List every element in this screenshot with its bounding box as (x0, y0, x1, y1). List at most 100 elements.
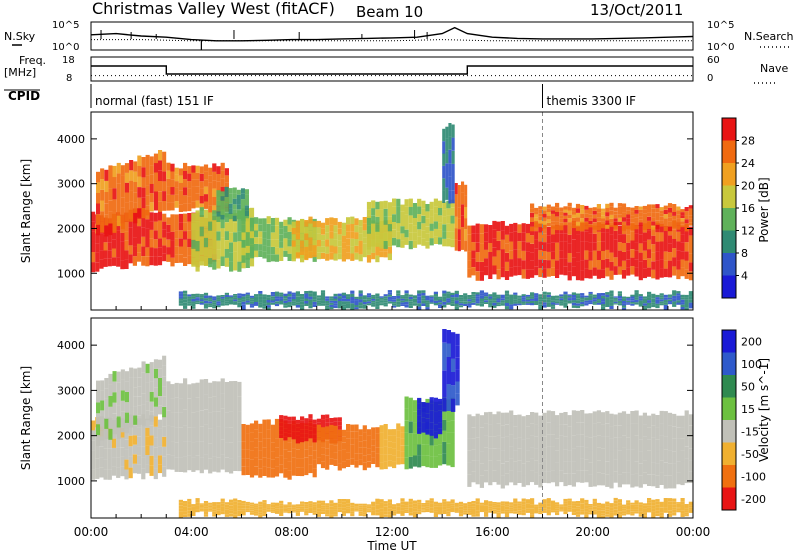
heatmap-cell (496, 294, 501, 297)
heatmap-cell (329, 422, 334, 427)
heatmap-cell (421, 509, 426, 511)
heatmap-cell (383, 511, 388, 515)
heatmap-cell (375, 453, 380, 461)
heatmap-cell (320, 234, 326, 241)
heatmap-cell (316, 511, 321, 515)
heatmap-cell (496, 296, 501, 299)
beam-label: Beam 10 (356, 3, 423, 21)
heatmap-cell (446, 432, 451, 444)
heatmap-cell (304, 253, 309, 261)
heatmap-cell (287, 511, 292, 514)
heatmap-cell (287, 239, 292, 247)
heatmap-cell (362, 243, 367, 251)
heatmap-cell (396, 215, 401, 224)
heatmap-cell (203, 179, 209, 187)
heatmap-cell (663, 302, 668, 305)
heatmap-cell (592, 233, 597, 243)
heatmap-cell (329, 438, 334, 445)
heatmap-cell (617, 203, 622, 207)
y-tick-label: 1000 (57, 267, 85, 280)
heatmap-cell (158, 160, 163, 171)
heatmap-cell (400, 233, 405, 241)
heatmap-cell (195, 505, 200, 508)
heatmap-cell (203, 164, 209, 172)
heatmap-cell (471, 471, 476, 483)
heatmap-cell (249, 459, 255, 469)
heatmap-cell (149, 391, 154, 402)
heatmap-cell (446, 231, 451, 239)
heatmap-cell (538, 463, 543, 476)
heatmap-cell (667, 513, 673, 517)
heatmap-cell (638, 302, 643, 305)
heatmap-cell (279, 221, 284, 229)
heatmap-cell (417, 502, 422, 505)
heatmap-cell (216, 299, 221, 302)
heatmap-cell (279, 292, 284, 295)
heatmap-cell (166, 410, 171, 426)
heatmap-cell (438, 300, 443, 303)
heatmap-cell (279, 505, 284, 509)
heatmap-cell (107, 234, 112, 243)
heatmap-cell (580, 205, 585, 210)
heatmap-cell (621, 296, 627, 299)
heatmap-cell (538, 475, 543, 488)
heatmap-cell (655, 297, 660, 300)
heatmap-cell (220, 186, 225, 195)
heatmap-cell (387, 514, 392, 518)
heatmap-cell (659, 213, 664, 217)
heatmap-cell (229, 396, 234, 412)
heatmap-cell (509, 223, 514, 233)
heatmap-cell (162, 426, 167, 437)
heatmap-cell (567, 498, 572, 501)
heatmap-cell (254, 466, 259, 476)
heatmap-cell (233, 498, 238, 502)
heatmap-cell (421, 223, 426, 231)
heatmap-cell (279, 434, 284, 438)
heatmap-cell (479, 295, 484, 299)
heatmap-cell (659, 303, 664, 306)
heatmap-cell (396, 423, 401, 431)
heatmap-cell (329, 424, 334, 432)
heatmap-cell (287, 253, 292, 261)
heatmap-cell (291, 508, 296, 510)
heatmap-cell (530, 435, 535, 448)
heatmap-cell (688, 262, 693, 272)
heatmap-cell (613, 248, 618, 258)
colorbar-tick-label: 100 (741, 358, 762, 371)
heatmap-cell (266, 438, 271, 449)
heatmap-cell (99, 259, 104, 269)
heatmap-cell (455, 345, 460, 358)
heatmap-cell (341, 513, 346, 516)
heatmap-cell (630, 266, 635, 275)
heatmap-cell (659, 207, 664, 211)
heatmap-cell (266, 305, 271, 308)
heatmap-cell (346, 298, 351, 302)
heatmap-cell (133, 415, 138, 425)
heatmap-cell (162, 181, 167, 192)
heatmap-cell (488, 302, 493, 306)
heatmap-cell (341, 504, 346, 508)
heatmap-cell (229, 458, 234, 474)
heatmap-cell (609, 222, 614, 227)
heatmap-cell (375, 433, 380, 441)
heatmap-cell (550, 458, 556, 471)
heatmap-cell (442, 209, 447, 217)
heatmap-cell (153, 221, 158, 231)
heatmap-cell (621, 243, 627, 252)
heatmap-cell (350, 303, 355, 307)
heatmap-cell (425, 500, 430, 503)
heatmap-cell (287, 302, 292, 305)
heatmap-cell (567, 298, 572, 301)
heatmap-cell (191, 506, 196, 509)
heatmap-cell (254, 296, 259, 299)
heatmap-cell (346, 424, 351, 432)
heatmap-cell (291, 301, 296, 304)
heatmap-cell (178, 457, 183, 472)
heatmap-cell (341, 301, 346, 304)
heatmap-cell (295, 233, 300, 240)
heatmap-cell (291, 234, 296, 241)
heatmap-cell (433, 291, 438, 294)
heatmap-cell (442, 453, 447, 465)
heatmap-cell (329, 418, 334, 423)
heatmap-cell (404, 290, 409, 294)
